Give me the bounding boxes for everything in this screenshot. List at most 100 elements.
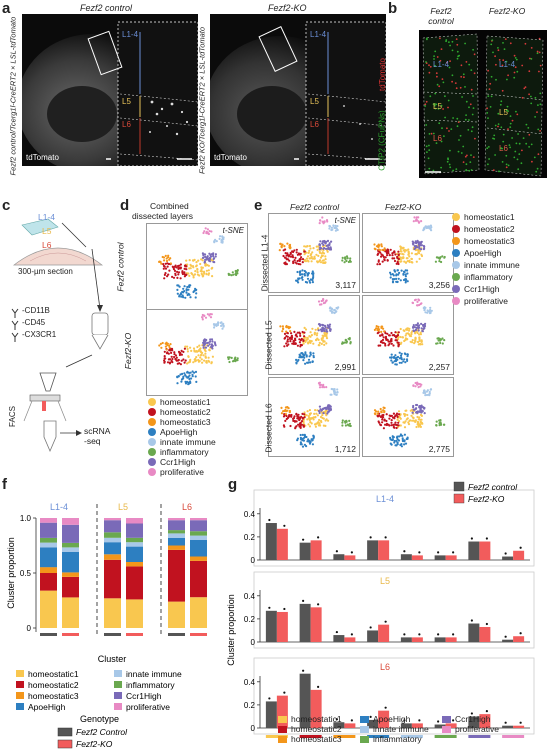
tsne-cell-count: 1,712 (334, 444, 356, 454)
stacked-bar-segment (104, 520, 121, 533)
tsne-point (420, 220, 423, 223)
tsne-point (411, 261, 414, 264)
tsne-point (438, 256, 441, 260)
tsne-point (376, 263, 379, 266)
legend-swatch (148, 438, 156, 446)
cell-dot (441, 127, 443, 130)
tsne-point (435, 342, 438, 345)
tsne-point (178, 353, 181, 357)
tsne-point (299, 433, 302, 437)
tsne-point (382, 327, 385, 330)
tsne-point (201, 361, 204, 364)
tsne-point (423, 247, 426, 250)
tsne-point (176, 292, 179, 295)
y-tick-label: 0.4 (244, 678, 256, 687)
tsne-point (292, 250, 295, 254)
panel-g-legend-item: homeostatic2 (278, 724, 342, 734)
panel-c-antibody-2: -CD45 (22, 318, 46, 327)
tsne-point (417, 386, 420, 389)
cell-dot (446, 61, 448, 64)
tsne-point (378, 263, 381, 266)
cell-dot (428, 149, 431, 151)
tsne-point (294, 334, 297, 337)
legend-label: proliferative (464, 296, 508, 306)
data-point (335, 550, 338, 553)
legend-swatch (16, 703, 24, 710)
legend-swatch (452, 249, 460, 257)
cell-dot (502, 133, 505, 136)
tsne-point (302, 342, 305, 345)
tsne-point (399, 335, 402, 339)
tsne-point (418, 416, 421, 419)
tsne-point (403, 358, 406, 361)
data-point (335, 718, 338, 721)
tsne-point (221, 241, 224, 244)
tsne-point (392, 423, 395, 426)
tsne-point (200, 266, 203, 269)
legend-label: Ccr1High (160, 457, 196, 467)
cluster-legend-title: Cluster (98, 654, 127, 664)
tsne-point (390, 419, 393, 422)
cell-dot (505, 163, 508, 166)
tsne-point (177, 271, 181, 274)
cell-dot (518, 153, 521, 155)
tsne-point (319, 384, 322, 387)
tsne-point (379, 415, 382, 418)
cell-dot (462, 161, 465, 164)
legend-swatch (452, 213, 460, 221)
tsne-point (182, 287, 185, 290)
tsne-point (301, 433, 304, 436)
tsne-point (420, 340, 423, 343)
tsne-point (284, 261, 287, 264)
tsne-point (328, 323, 332, 326)
tsne-point (332, 389, 335, 392)
layer-panel-frame (253, 571, 535, 649)
tsne-point (194, 296, 197, 299)
cell-dot (425, 145, 428, 148)
tsne-point (219, 235, 222, 238)
tsne-point (196, 271, 199, 274)
tsne-point (327, 410, 330, 413)
stacked-bar-segment (190, 556, 207, 561)
tsne-point (202, 354, 205, 357)
cell-dot (428, 71, 431, 74)
bar-control (367, 719, 379, 728)
tsne-point (315, 422, 318, 425)
cell-dot (503, 48, 506, 50)
tsne-point (314, 328, 317, 331)
tsne-point (308, 440, 311, 443)
tsne-point (397, 413, 401, 416)
tsne-point (377, 344, 380, 347)
tsne-point (408, 333, 411, 336)
cell-dot (428, 167, 431, 170)
tsne-point (403, 439, 406, 442)
tsne-point (381, 248, 384, 252)
tsne-point (167, 262, 170, 266)
tsne-point (321, 326, 324, 329)
tsne-point (385, 422, 389, 425)
tsne-point (180, 359, 183, 362)
tsne-point (399, 413, 402, 416)
cell-dot (446, 127, 448, 130)
legend-item: homeostatic3 (452, 236, 515, 246)
micrograph-b-image (422, 33, 544, 177)
legend-item: ApoeHigh (452, 248, 501, 258)
tsne-point (312, 418, 315, 421)
tsne-point (164, 345, 167, 348)
tsne-point (379, 424, 383, 427)
tsne-point (406, 353, 409, 356)
tsne-point (188, 285, 191, 288)
legend-label: Ccr1High (126, 691, 162, 701)
tsne-dissected-plot (373, 298, 446, 366)
tsne-point (300, 344, 303, 347)
tsne-point (184, 374, 187, 377)
stacked-bar-segment (104, 542, 121, 555)
cell-dot (456, 125, 459, 128)
tsne-point (298, 258, 301, 261)
tsne-point (283, 345, 286, 348)
data-point (418, 551, 421, 554)
tsne-point (413, 299, 417, 302)
tsne-point (196, 273, 199, 276)
tsne-point (394, 363, 397, 366)
tsne-point (208, 256, 211, 260)
